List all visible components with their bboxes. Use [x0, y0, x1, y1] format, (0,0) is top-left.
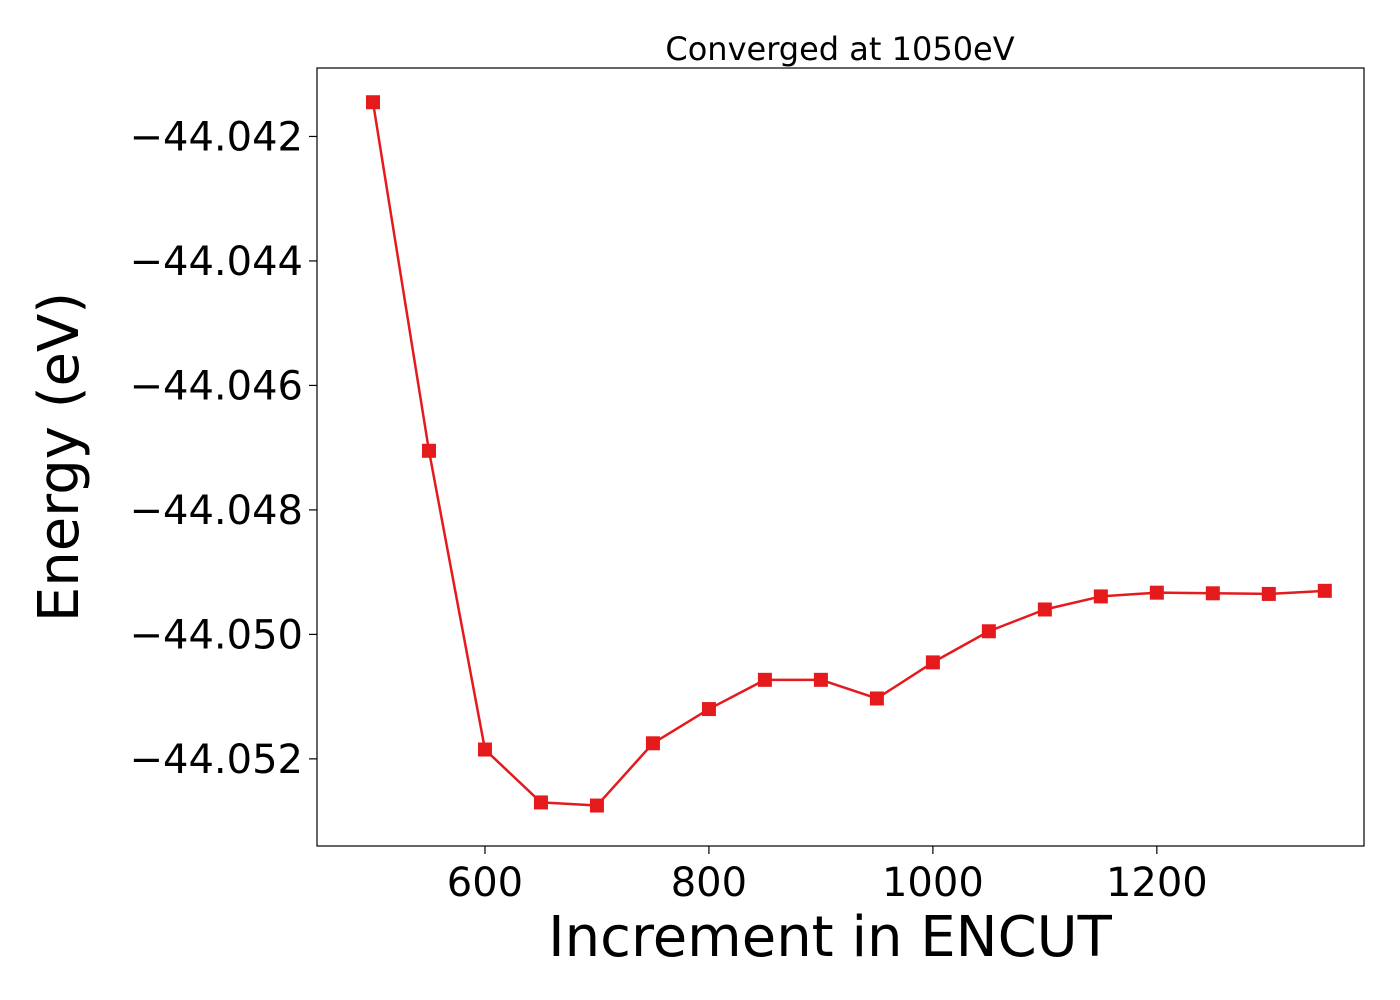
data-point: [1261, 586, 1276, 601]
data-point: [869, 691, 884, 706]
y-tick-label: −44.052: [130, 737, 303, 783]
x-tick-label: 1000: [882, 860, 984, 906]
data-point: [645, 736, 660, 751]
data-point: [925, 655, 940, 670]
y-tick-label: −44.046: [130, 363, 303, 409]
plot-area: 600 800 1000 1200 −44.042 −44.044 −44.046 −44.0…: [130, 67, 1365, 906]
plot-frame: [316, 67, 1365, 847]
data-point: [365, 95, 380, 110]
y-tick-label: −44.042: [130, 114, 303, 160]
data-point: [757, 672, 772, 687]
data-point: [533, 795, 548, 810]
data-point: [1037, 602, 1052, 617]
data-point: [701, 702, 716, 717]
x-tick-label: 600: [447, 860, 523, 906]
x-tick-label: 800: [671, 860, 747, 906]
data-point: [589, 798, 604, 813]
series-line: [371, 102, 1325, 807]
data-point: [1093, 589, 1108, 604]
data-point: [981, 624, 996, 639]
data-point: [421, 443, 436, 458]
x-axis-label: Increment in ENCUT: [548, 905, 1113, 970]
y-tick-label: −44.050: [130, 612, 303, 658]
y-tick-label: −44.044: [130, 239, 303, 285]
x-tick-label: 1200: [1106, 860, 1208, 906]
y-tick-label: −44.048: [130, 488, 303, 534]
data-point: [477, 742, 492, 757]
data-point: [1205, 586, 1220, 601]
data-point: [1149, 585, 1164, 600]
y-axis-label: Energy (eV): [27, 292, 92, 622]
chart-title: Converged at 1050eV: [665, 30, 1014, 68]
data-point: [813, 672, 828, 687]
data-point: [1317, 583, 1332, 598]
